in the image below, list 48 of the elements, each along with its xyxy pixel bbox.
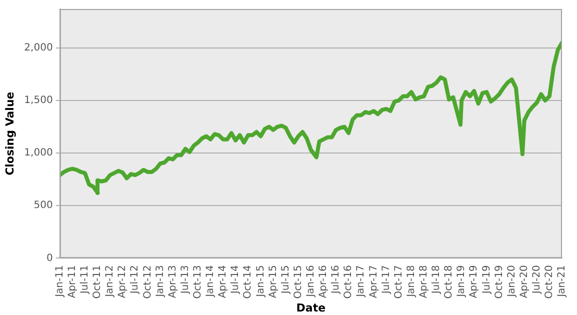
x-tick-label: Jan-16 (306, 265, 317, 298)
x-tick-label: Apr-14 (218, 265, 229, 298)
y-axis-title: Closing Value (3, 92, 16, 176)
x-tick-label: Oct-14 (242, 265, 254, 299)
x-tick-label: Jul-18 (431, 265, 442, 295)
x-tick-label: Jul-16 (330, 265, 342, 295)
x-tick-label: Oct-18 (444, 265, 455, 299)
x-tick-label: Jul-11 (80, 265, 91, 295)
x-tick-label: Apr-16 (318, 265, 330, 298)
x-tick-label: Jan-14 (205, 265, 216, 298)
x-tick-label: Oct-19 (494, 265, 505, 299)
x-tick-label: Oct-11 (92, 265, 104, 299)
x-tick-label: Apr-20 (518, 265, 530, 298)
x-tick-label: Oct-12 (142, 265, 154, 299)
x-tick-label: Apr-17 (368, 265, 380, 298)
x-tick-label: Jan-15 (255, 265, 266, 298)
x-tick-label: Jan-11 (54, 265, 66, 298)
x-tick-label: Oct-16 (343, 265, 354, 299)
x-tick-label: Jan-19 (456, 265, 468, 298)
y-tick-label: 1,000 (24, 148, 53, 159)
x-tick-label: Jul-13 (180, 265, 191, 295)
x-tick-label: Jan-17 (356, 265, 367, 298)
x-tick-label: Apr-19 (468, 265, 480, 298)
x-tick-label: Jan-21 (556, 265, 568, 298)
y-tick-label: 0 (46, 252, 53, 264)
x-tick-label: Apr-15 (268, 265, 279, 298)
y-tick-label: 500 (34, 200, 53, 212)
x-tick-label: Apr-18 (418, 265, 430, 298)
y-tick-label: 1,500 (24, 95, 53, 106)
x-tick-label: Jan-13 (154, 265, 166, 298)
x-tick-label: Jul-17 (380, 265, 392, 295)
x-tick-label: Jul-15 (280, 265, 292, 295)
x-tick-label: Oct-17 (393, 265, 404, 299)
x-tick-label: Apr-11 (66, 265, 78, 298)
x-tick-label: Oct-13 (192, 265, 204, 299)
x-tick-label: Apr-12 (117, 265, 128, 298)
x-tick-label: Jan-20 (506, 265, 518, 298)
x-tick-label: Oct-20 (544, 265, 556, 299)
x-axis-title: Date (296, 301, 326, 314)
x-tick-label: Oct-15 (292, 265, 304, 299)
x-tick-label: Jul-12 (130, 265, 141, 295)
x-tick-label: Jan-12 (104, 265, 116, 298)
x-tick-label: Jul-19 (481, 265, 492, 295)
y-tick-label: 2,000 (24, 42, 53, 54)
x-tick-label: Apr-13 (167, 265, 178, 298)
x-tick-label: Jul-20 (531, 265, 542, 295)
x-tick-label: Jul-14 (230, 265, 242, 295)
x-tick-label: Jan-18 (406, 265, 417, 298)
